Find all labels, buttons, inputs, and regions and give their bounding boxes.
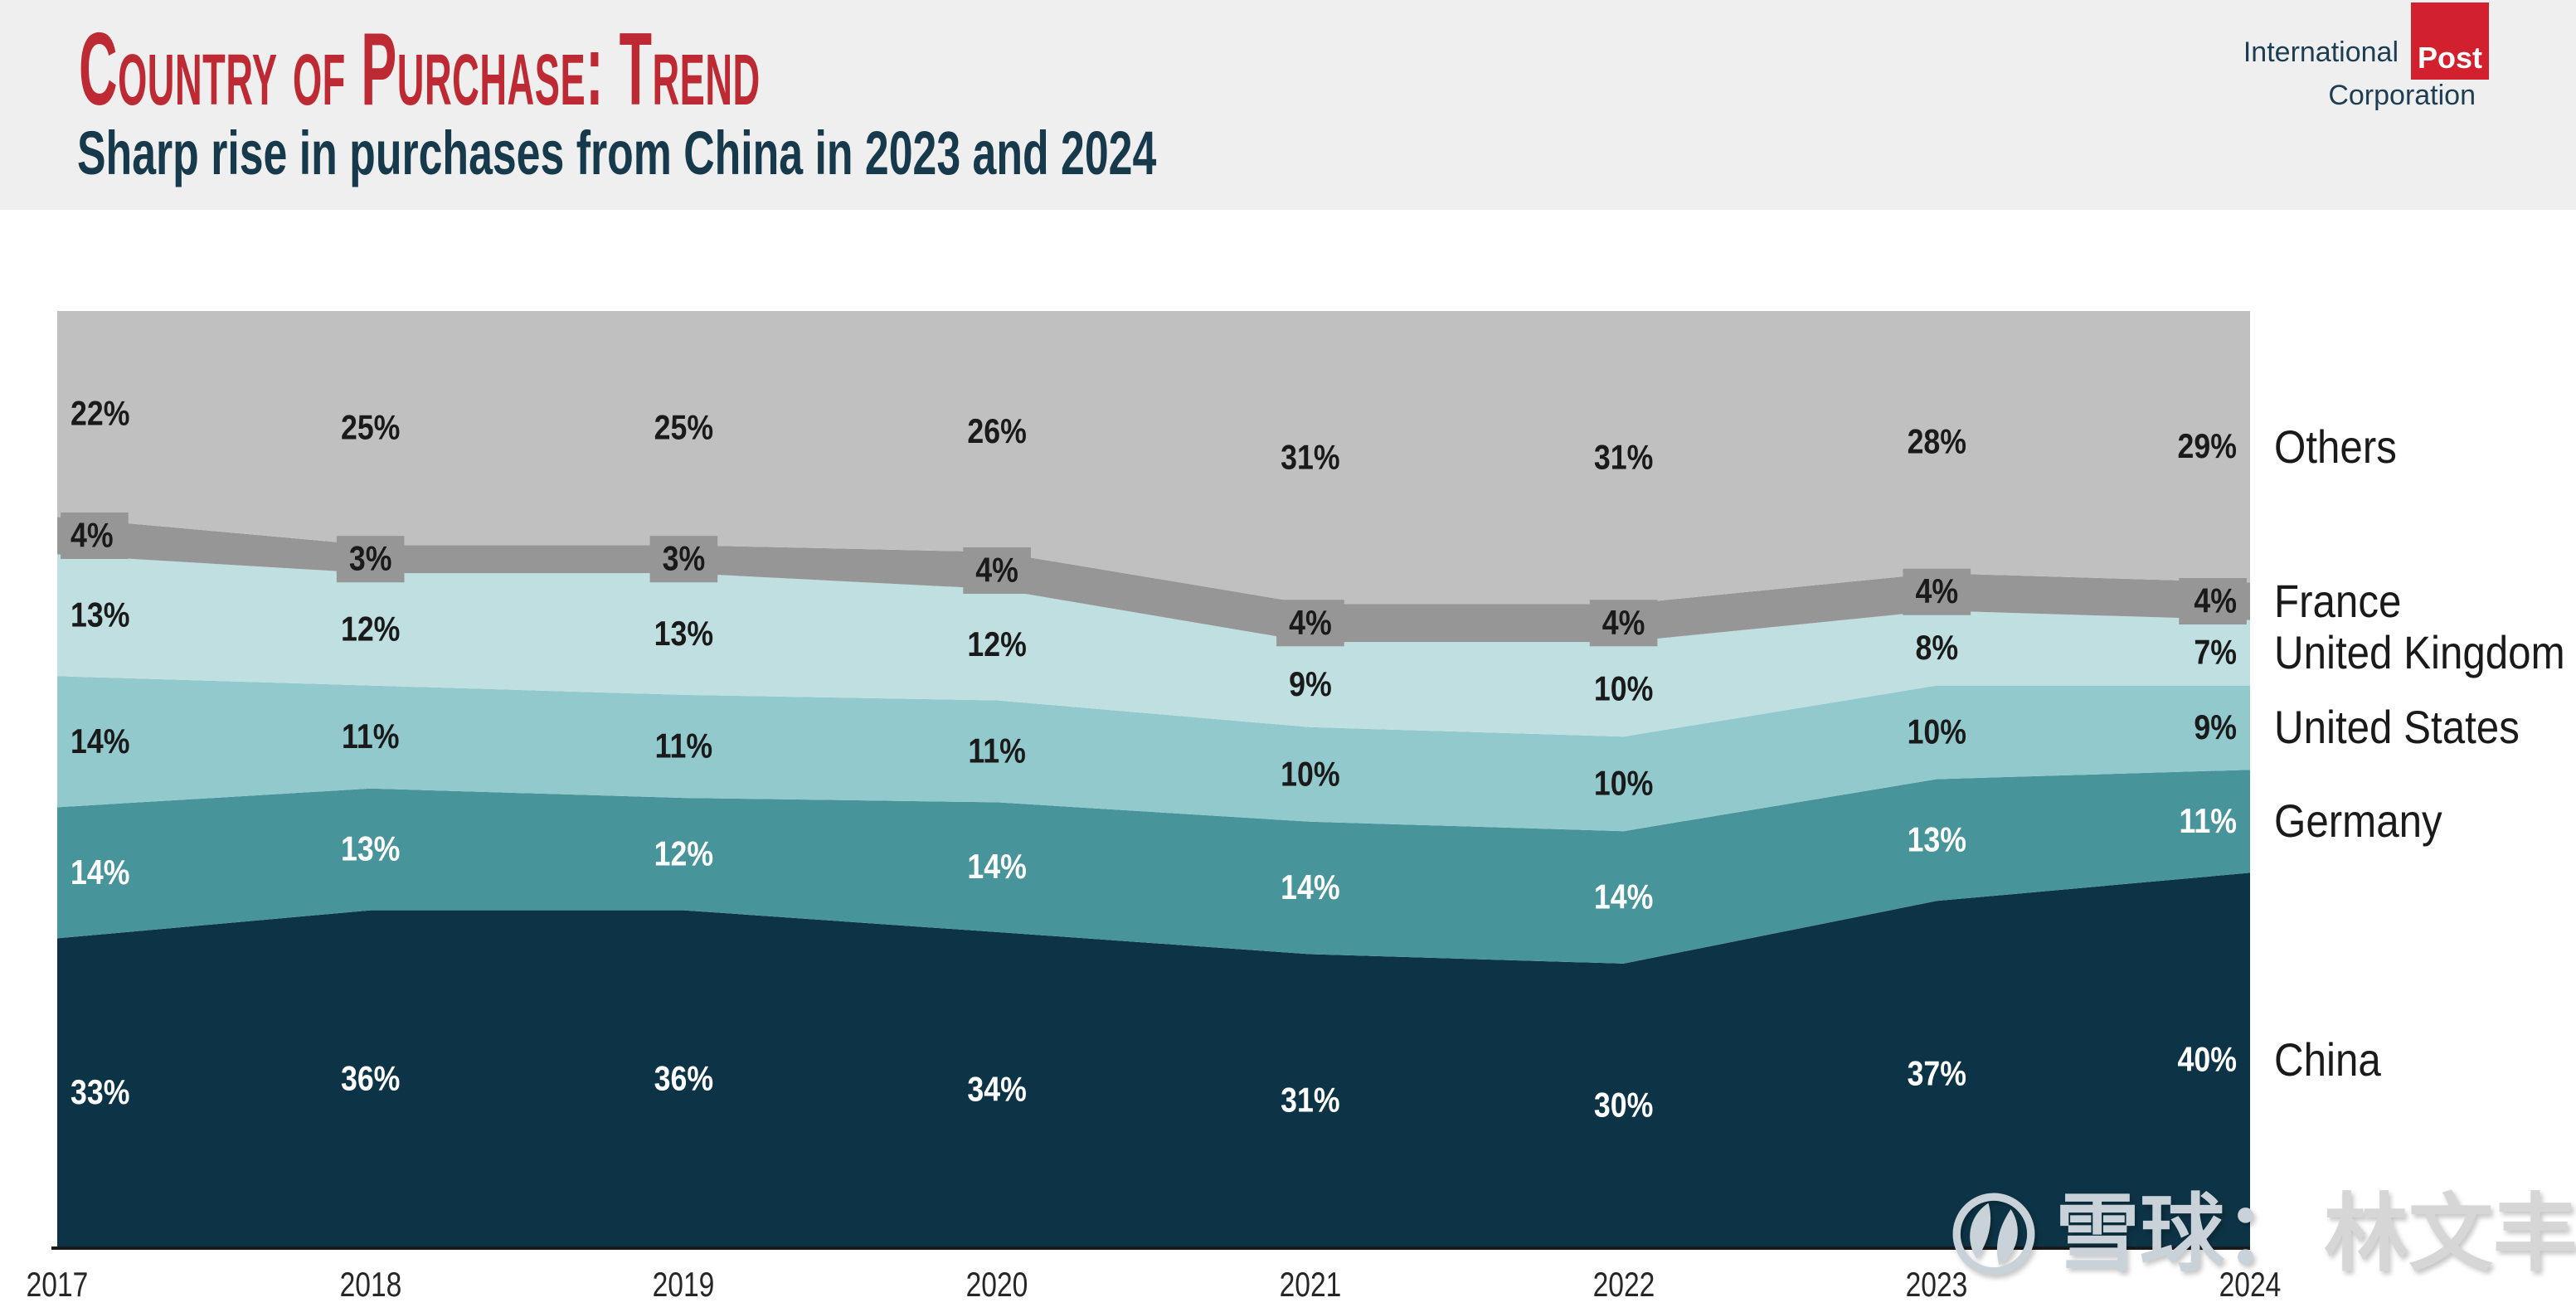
ipc-logo: International Post Corporation: [0, 0, 2576, 210]
logo-post-red-square: Post: [2411, 2, 2489, 80]
category-label-united-kingdom: United Kingdom: [2274, 626, 2565, 678]
value-label: 4%: [2194, 582, 2237, 620]
category-label-others: Others: [2274, 420, 2397, 473]
value-label: 14%: [967, 848, 1026, 887]
value-label-box: [1276, 600, 1344, 647]
value-label: 14%: [70, 722, 129, 760]
value-label: 13%: [654, 615, 713, 653]
value-label: 10%: [1281, 756, 1339, 794]
x-axis-label-2017: 2017: [26, 1265, 89, 1304]
value-label: 12%: [654, 835, 713, 873]
x-axis-label-2024: 2024: [2219, 1265, 2282, 1304]
value-label: 13%: [1908, 821, 1966, 859]
value-label: 4%: [70, 517, 114, 555]
x-axis-label-2019: 2019: [653, 1265, 715, 1304]
value-label: 31%: [1594, 439, 1653, 477]
value-label: 4%: [1602, 604, 1645, 642]
area-france: [57, 517, 2250, 643]
value-label: 26%: [967, 412, 1026, 450]
value-label-box: [1903, 568, 1971, 615]
value-label: 3%: [663, 540, 706, 578]
category-label-united-states: United States: [2274, 701, 2520, 753]
x-axis-label-2022: 2022: [1592, 1265, 1655, 1304]
category-label-germany: Germany: [2274, 794, 2442, 847]
value-label: 11%: [2180, 802, 2237, 840]
category-label-france: France: [2274, 575, 2402, 627]
value-label: 11%: [342, 718, 399, 756]
value-label: 28%: [1908, 423, 1966, 461]
value-label: 10%: [1594, 670, 1653, 708]
value-label: 4%: [975, 552, 1018, 590]
value-label: 40%: [2178, 1041, 2237, 1079]
area-united-kingdom: [57, 554, 2250, 737]
value-label: 14%: [1281, 868, 1339, 906]
area-china: [57, 872, 2250, 1247]
x-axis-label-2021: 2021: [1279, 1265, 1342, 1304]
value-label: 4%: [1289, 604, 1332, 642]
value-label-box: [61, 513, 129, 559]
value-label: 11%: [655, 727, 712, 765]
value-label: 22%: [70, 395, 129, 433]
value-label: 31%: [1281, 439, 1339, 477]
value-label: 33%: [70, 1074, 129, 1112]
page-subtitle: Sharp rise in purchases from China in 20…: [77, 119, 1157, 187]
value-label: 36%: [654, 1060, 713, 1098]
area-germany: [57, 770, 2250, 964]
value-label: 3%: [349, 540, 392, 578]
page-title: Country of Purchase: Trend: [79, 12, 761, 127]
value-label: 25%: [341, 409, 400, 447]
logo-text-corporation: Corporation: [2328, 80, 2476, 111]
value-label: 9%: [1289, 665, 1332, 703]
value-label: 13%: [341, 830, 400, 868]
value-label: 9%: [2194, 708, 2237, 746]
value-label: 12%: [967, 625, 1026, 663]
value-label-box: [1589, 600, 1658, 647]
value-label-box: [2179, 578, 2247, 624]
logo-text-post: Post: [2417, 41, 2482, 75]
value-label: 10%: [1908, 713, 1966, 751]
value-label: 14%: [70, 853, 129, 892]
category-label-china: China: [2274, 1033, 2381, 1086]
value-label: 13%: [70, 596, 129, 634]
value-label: 14%: [1594, 878, 1653, 916]
value-label: 30%: [1594, 1086, 1653, 1125]
value-label-box: [963, 547, 1031, 594]
value-label: 11%: [968, 732, 1025, 770]
value-label: 37%: [1908, 1055, 1966, 1093]
chart-canvas: 33% 36% 36% 34% 31% 30% 37% 40% 14% 13% 12% 14% 14% 1…: [57, 311, 2250, 1247]
logo-text-international: International: [2243, 36, 2399, 68]
value-label: 31%: [1281, 1081, 1339, 1120]
x-axis-label-2018: 2018: [339, 1265, 402, 1304]
value-label: 25%: [654, 409, 713, 447]
value-label: 12%: [341, 610, 400, 649]
value-label: 7%: [2194, 634, 2237, 672]
value-label: 36%: [341, 1060, 400, 1098]
area-others: [57, 311, 2250, 605]
value-label: 8%: [1916, 629, 1959, 667]
x-axis-label-2023: 2023: [1905, 1265, 1968, 1304]
value-label: 29%: [2178, 428, 2237, 466]
value-label-box: [336, 536, 405, 583]
value-label-box: [649, 536, 718, 583]
value-label: 4%: [1916, 573, 1959, 611]
area-united-states: [57, 676, 2250, 832]
header-band: Country of Purchase: Trend Sharp rise in…: [0, 0, 2576, 210]
x-axis-line: [51, 1246, 2250, 1250]
value-label: 34%: [967, 1071, 1026, 1109]
x-axis-label-2020: 2020: [965, 1265, 1028, 1304]
value-label: 10%: [1594, 765, 1653, 803]
